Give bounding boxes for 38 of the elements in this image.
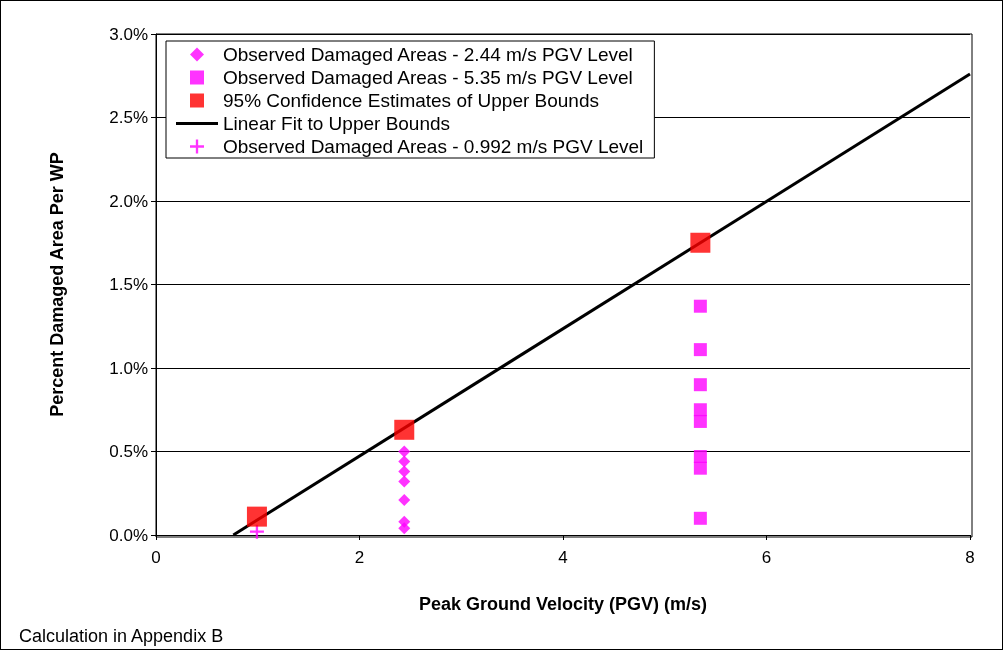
point (693, 299, 707, 313)
x-tick-label: 4 (558, 548, 568, 567)
point (398, 445, 411, 458)
point (398, 522, 411, 535)
point (693, 414, 707, 428)
point (394, 419, 415, 440)
legend-label: Observed Damaged Areas - 0.992 m/s PGV Level (223, 136, 644, 157)
x-tick-label: 6 (761, 548, 772, 567)
point (693, 403, 707, 417)
point (693, 461, 707, 475)
y-tick-label: 1.5% (109, 275, 148, 294)
x-tick-label: 8 (965, 548, 975, 567)
text: Calculation in Appendix B (19, 626, 224, 646)
y-axis-title: Percent Damaged Area Per WP (47, 152, 67, 417)
point (398, 475, 411, 488)
point (693, 450, 707, 464)
point (690, 232, 711, 253)
point (398, 465, 411, 478)
y-tick-label: 3.0% (109, 24, 148, 44)
legend-label: 95% Confidence Estimates of Upper Bounds (223, 90, 599, 111)
point (693, 511, 707, 525)
y-tick-label: 1.0% (109, 358, 148, 378)
point (693, 378, 707, 392)
legend-label: Observed Damaged Areas - 5.35 m/s PGV Level (223, 67, 633, 88)
x-tick-label: 0 (151, 548, 161, 567)
point (249, 524, 264, 539)
legend-label: Observed Damaged Areas - 2.44 m/s PGV Level (223, 44, 633, 65)
x-axis-title: Peak Ground Velocity (PGV) (m/s) (418, 594, 708, 614)
y-tick-label: 0.0% (109, 525, 148, 545)
point (398, 455, 411, 468)
point (246, 506, 267, 527)
x-tick-label: 2 (354, 548, 365, 567)
y-tick-label: 0.5% (109, 442, 148, 461)
y-tick-label: 2.0% (109, 191, 148, 211)
point (398, 493, 411, 506)
legend-label: Linear Fit to Upper Bounds (223, 113, 451, 134)
point (693, 343, 707, 357)
y-tick-label: 2.5% (109, 108, 148, 127)
